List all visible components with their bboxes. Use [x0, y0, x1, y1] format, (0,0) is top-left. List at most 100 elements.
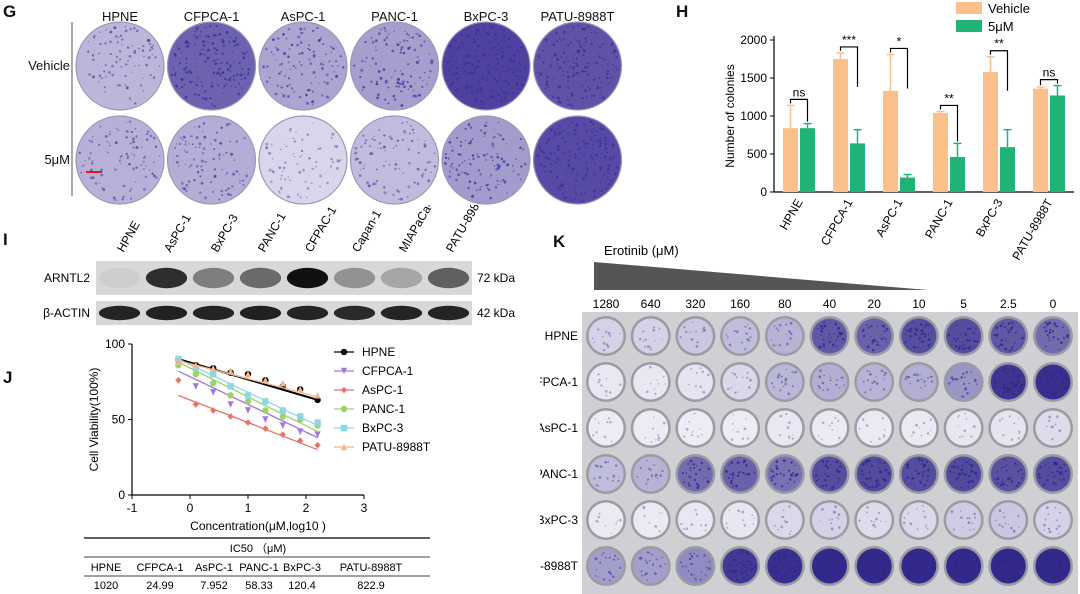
colony-dot: [835, 460, 839, 463]
colony-dot: [951, 466, 953, 468]
well-fill: [767, 364, 803, 400]
colony-dot: [909, 382, 912, 385]
colony-dot: [736, 461, 740, 465]
colony-dot: [473, 181, 477, 185]
colony-dot: [744, 348, 747, 351]
well: [630, 408, 671, 448]
colony-dot: [103, 86, 106, 89]
colony-dot: [301, 154, 303, 157]
colony-dot: [1014, 331, 1017, 334]
colony-dot: [644, 437, 647, 439]
colony-dot: [134, 102, 137, 105]
colony-dot: [1065, 470, 1068, 473]
colony-dot: [300, 51, 304, 55]
colony-dot: [545, 156, 548, 159]
colony-dot: [824, 473, 827, 475]
colony-dot: [556, 62, 558, 65]
fit-line: [178, 359, 318, 398]
colony-dot: [600, 153, 603, 155]
colony-dot: [587, 86, 590, 88]
well: [720, 362, 761, 402]
colony-dot: [585, 129, 589, 132]
colony-dot: [920, 330, 923, 333]
colony-dot: [283, 166, 286, 169]
colony-dot: [507, 37, 511, 41]
data-point: [297, 386, 304, 393]
colony-dot: [651, 553, 653, 556]
colony-dot: [606, 168, 610, 171]
colony-dot: [497, 121, 500, 124]
colony-dot: [951, 378, 955, 381]
colony-dot: [608, 570, 611, 574]
well: [720, 500, 761, 540]
y-tick-label: 2000: [740, 33, 767, 47]
colony-dot: [695, 345, 699, 348]
colony-dot: [912, 561, 916, 564]
colony-dot: [1056, 519, 1058, 522]
colony-dot: [574, 37, 577, 40]
colony-dot: [297, 35, 300, 39]
well-fill: [588, 410, 624, 446]
colony-dot: [611, 76, 614, 78]
colony-dot: [999, 324, 1003, 328]
colony-dot: [965, 418, 968, 420]
colony-dot: [363, 164, 365, 167]
colony-dot: [573, 72, 576, 75]
colony-dot: [455, 60, 457, 62]
colony-dot: [289, 129, 292, 132]
colony-dot: [588, 73, 590, 75]
colony-dot: [585, 40, 588, 43]
colony-dot: [593, 62, 596, 65]
colony-dot: [1060, 371, 1063, 374]
colony-dot: [358, 161, 362, 165]
colony-dot: [843, 384, 845, 387]
colony-dot: [570, 133, 572, 136]
colony-dot: [1058, 560, 1062, 563]
colony-dot: [300, 149, 304, 152]
colony-dot: [486, 79, 489, 82]
colony-dot: [947, 382, 951, 385]
colony-dot: [197, 93, 200, 97]
colony-dot: [823, 578, 826, 581]
colony-dot: [383, 134, 386, 137]
colony-dot: [1043, 326, 1046, 329]
colony-dot: [772, 344, 775, 347]
colony-dot: [1047, 569, 1051, 573]
colony-dot: [956, 337, 958, 340]
colony-dot: [463, 160, 466, 162]
colony-dot: [124, 25, 127, 28]
colony-dot: [903, 516, 906, 519]
colony-dot: [353, 64, 356, 67]
well-fill: [722, 364, 758, 400]
colony-dot: [177, 47, 181, 51]
colony-dot: [972, 528, 975, 531]
colony-dot: [539, 148, 542, 151]
colony-dot: [1000, 576, 1003, 579]
colony-dot: [384, 79, 388, 83]
colony-dot: [221, 52, 224, 55]
colony-dot: [1054, 423, 1057, 426]
colony-dot: [189, 135, 192, 138]
well: [720, 454, 761, 494]
colony-dot: [818, 558, 821, 561]
colony-dot: [839, 463, 841, 465]
plate-fill: [532, 115, 623, 205]
colony-dot: [504, 80, 507, 83]
colony-dot: [733, 558, 736, 561]
concentration-label: 160: [730, 297, 750, 311]
colony-dot: [230, 76, 232, 79]
colony-dot: [319, 174, 323, 178]
colony-dot: [653, 464, 656, 466]
colony-dot: [959, 436, 961, 439]
colony-dot: [777, 577, 780, 580]
colony-dot: [1053, 324, 1056, 327]
colony-dot: [133, 154, 136, 157]
data-point: [244, 398, 252, 405]
colony-dot: [571, 74, 575, 78]
colony-dot: [1007, 523, 1009, 526]
colony-dot: [194, 30, 197, 33]
colony-dot: [995, 333, 999, 337]
colony-dot: [424, 140, 426, 142]
colony-dot: [473, 97, 476, 99]
colony-dot: [1055, 461, 1058, 464]
